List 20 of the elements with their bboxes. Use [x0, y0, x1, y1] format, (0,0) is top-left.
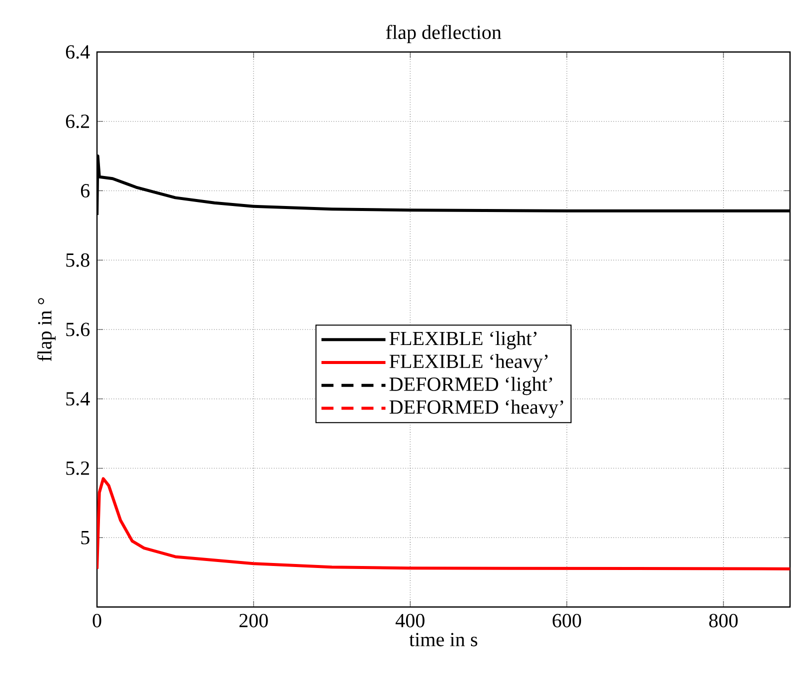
legend-label: FLEXIBLE ‘heavy’	[390, 354, 548, 372]
x-tick-label: 600	[552, 614, 582, 628]
x-axis-title: time in s	[409, 632, 478, 646]
y-tick-label: 5.6	[66, 322, 90, 336]
y-tick-label: 6.4	[66, 45, 90, 59]
y-tick-label: 5.2	[66, 461, 90, 476]
legend-label: DEFORMED ‘light’	[390, 376, 552, 396]
y-tick-label: 5.8	[66, 253, 90, 267]
x-tick-label: 400	[396, 614, 424, 628]
x-tick-label: 0	[92, 614, 102, 628]
y-axis-title: flap in °	[37, 298, 56, 362]
y-tick-label: 6.2	[66, 114, 90, 128]
x-tick-label: 200	[239, 614, 268, 628]
chart-title: flap deflection	[386, 24, 502, 44]
legend-label: DEFORMED ‘heavy’	[390, 400, 564, 418]
y-tick-label: 5	[81, 530, 90, 544]
legend-label: FLEXIBLE ‘light’	[390, 331, 536, 350]
y-tick-label: 6	[80, 184, 90, 198]
x-tick-label: 800	[709, 614, 738, 628]
y-tick-label: 5.4	[66, 392, 90, 406]
